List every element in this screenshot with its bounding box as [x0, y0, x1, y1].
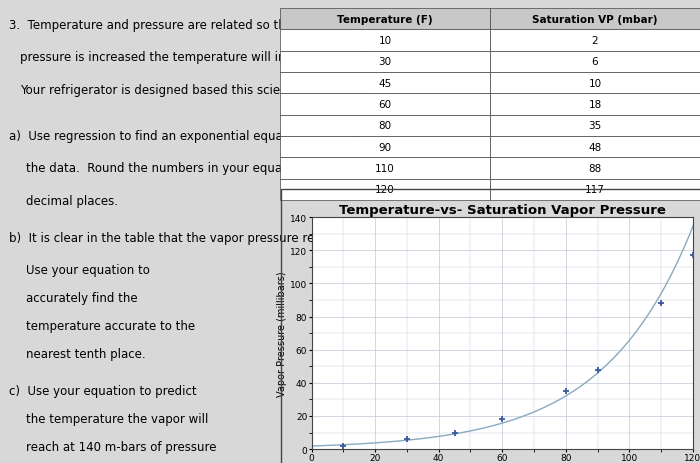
Text: 3.  Temperature and pressure are related so that as the vapor: 3. Temperature and pressure are related …	[8, 19, 375, 31]
Y-axis label: Vapor Pressure (millibars): Vapor Pressure (millibars)	[277, 271, 287, 396]
Text: Use your equation to: Use your equation to	[26, 264, 150, 277]
Text: pressure is increased the temperature will increase as well.: pressure is increased the temperature wi…	[20, 51, 373, 64]
Text: nearest tenth place.: nearest tenth place.	[26, 347, 146, 360]
Text: accurately find the: accurately find the	[26, 292, 137, 305]
Text: reach at 140 m-bars of pressure: reach at 140 m-bars of pressure	[26, 440, 216, 453]
Text: the data.  Round the numbers in your equation to 3: the data. Round the numbers in your equa…	[26, 162, 332, 175]
Title: Temperature-vs- Saturation Vapor Pressure: Temperature-vs- Saturation Vapor Pressur…	[339, 203, 666, 216]
Text: Your refrigerator is designed based this scientific principle.: Your refrigerator is designed based this…	[20, 83, 368, 96]
Text: decimal places.: decimal places.	[26, 194, 118, 207]
Text: c)  Use your equation to predict: c) Use your equation to predict	[8, 384, 196, 397]
Text: b)  It is clear in the table that the vapor pressure reached 100 m-bars between : b) It is clear in the table that the vap…	[8, 232, 570, 244]
Text: a)  Use regression to find an exponential equation to model: a) Use regression to find an exponential…	[8, 130, 361, 143]
Text: the temperature the vapor will: the temperature the vapor will	[26, 412, 208, 425]
Text: temperature accurate to the: temperature accurate to the	[26, 319, 195, 332]
